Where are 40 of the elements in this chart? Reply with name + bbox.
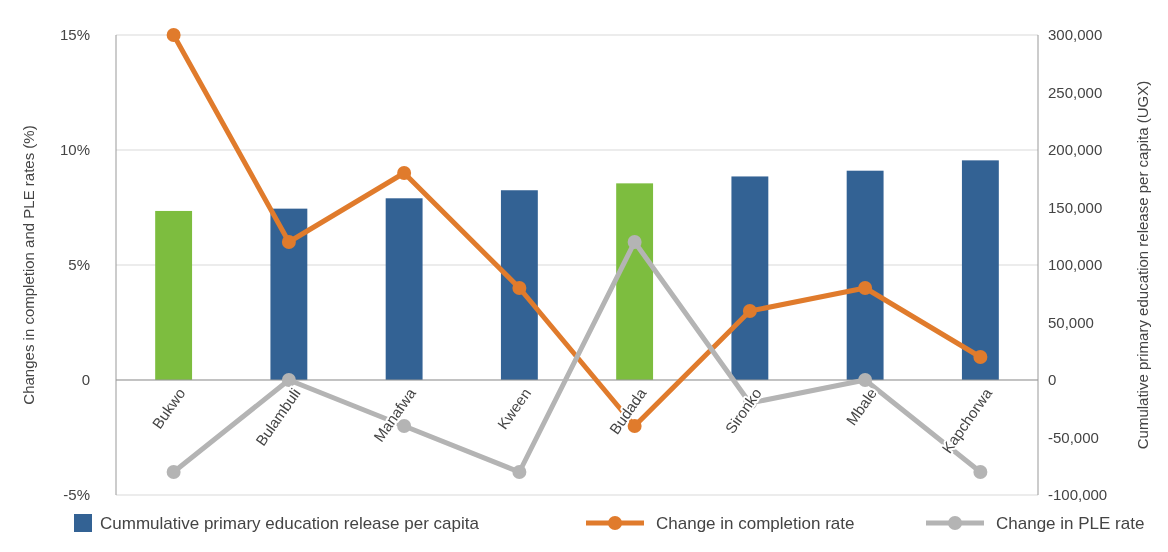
- legend-label: Change in completion rate: [656, 513, 855, 533]
- y2-tick-label: -100,000: [1048, 486, 1108, 504]
- point: [973, 350, 988, 364]
- point: [858, 281, 873, 295]
- point: [281, 373, 296, 387]
- bar: [500, 190, 538, 380]
- bar: [731, 176, 769, 380]
- bar: [961, 160, 999, 380]
- y-tick-label: 10%: [59, 141, 90, 159]
- point: [742, 304, 757, 318]
- y2-tick-label: 50,000: [1048, 313, 1094, 331]
- point: [512, 281, 527, 295]
- y2-tick-label: 200,000: [1048, 141, 1103, 159]
- y-tick-label: 0: [81, 371, 90, 389]
- y-tick-label: 5%: [68, 256, 90, 274]
- y2-tick-label: 100,000: [1048, 256, 1103, 274]
- bar: [846, 170, 884, 380]
- y-tick-label: -5%: [63, 486, 90, 504]
- legend-label: Cummulative primary education release per capita: [100, 513, 480, 533]
- point: [858, 373, 873, 387]
- y2-tick-label: 250,000: [1048, 83, 1103, 101]
- y2-tick-label: 300,000: [1048, 26, 1103, 44]
- point: [512, 465, 527, 479]
- y2-axis-title: Cumulative primary education release per capita (UGX): [1134, 80, 1151, 450]
- legend-label: Change in PLE rate: [996, 513, 1145, 533]
- y2-tick-label: 0: [1048, 371, 1057, 389]
- bar: [270, 208, 308, 380]
- bar: [385, 198, 423, 380]
- point: [281, 235, 296, 249]
- point: [166, 465, 181, 479]
- point: [627, 235, 642, 249]
- y2-tick-label: 150,000: [1048, 198, 1103, 216]
- y2-tick-label: -50,000: [1048, 428, 1099, 446]
- point: [166, 28, 181, 42]
- point: [973, 465, 988, 479]
- bar: [616, 183, 654, 380]
- bar: [155, 210, 193, 380]
- point: [397, 166, 412, 180]
- y-axis-title: Changes in completion and PLE rates (%): [20, 125, 37, 405]
- y-tick-label: 15%: [59, 26, 90, 44]
